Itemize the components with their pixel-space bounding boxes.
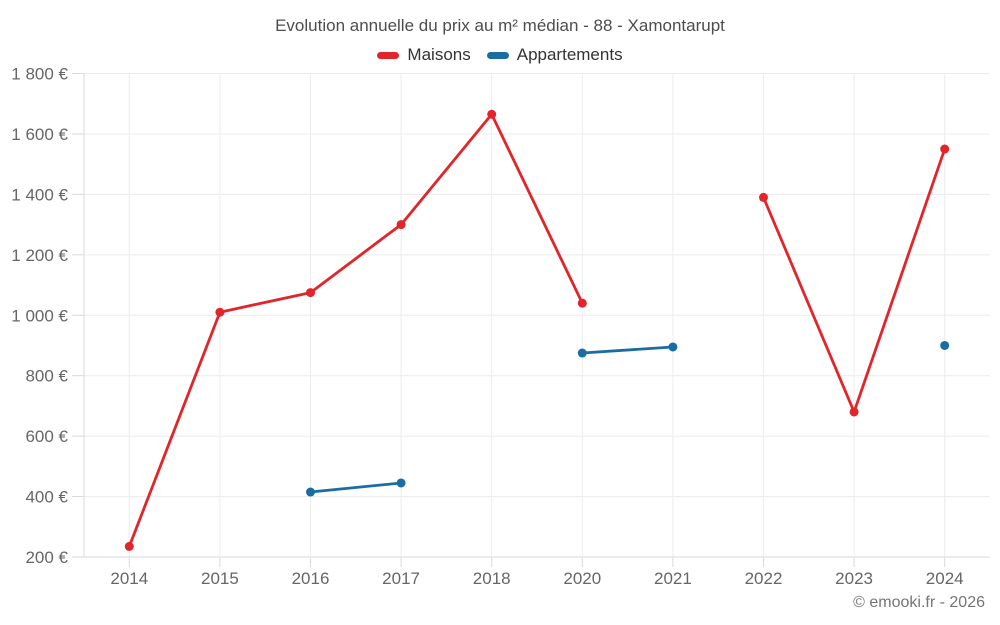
x-axis-label: 2021 (654, 569, 692, 588)
data-point-maisons-2017[interactable] (396, 220, 406, 230)
data-point-maisons-2022[interactable] (759, 192, 768, 202)
data-point-appartements-2024[interactable] (940, 340, 950, 350)
data-point-maisons-2024[interactable] (940, 144, 950, 154)
data-point-appartements-2021[interactable] (668, 342, 678, 352)
data-point-appartements-2017[interactable] (396, 478, 406, 488)
y-axis-label: 1 200 € (11, 246, 68, 265)
legend-marker-maisons (377, 51, 400, 59)
series-line-maisons (127, 112, 584, 548)
chart-title: Evolution annuelle du prix au m² médian … (275, 16, 725, 35)
x-axis-label: 2023 (835, 569, 873, 588)
x-axis-label: 2022 (745, 569, 783, 588)
x-axis-label: 2020 (563, 569, 601, 588)
legend-label-maisons: Maisons (407, 45, 471, 64)
legend-label-appartements: Appartements (516, 45, 623, 64)
data-point-maisons-2020[interactable] (577, 298, 587, 308)
legend-marker-appartements (486, 51, 509, 59)
data-point-appartements-2016[interactable] (306, 487, 315, 497)
x-axis-label: 2015 (201, 569, 239, 588)
data-point-maisons-2016[interactable] (306, 288, 315, 298)
data-point-maisons-2018[interactable] (487, 109, 497, 119)
y-axis-label: 1 000 € (11, 306, 68, 325)
series-line-appartements (309, 481, 403, 494)
y-axis-label: 1 800 € (11, 65, 68, 84)
series-line-appartements (580, 345, 675, 355)
y-axis-label: 200 € (25, 548, 68, 567)
y-axis-label: 800 € (25, 367, 68, 386)
y-axis-label: 600 € (25, 427, 68, 446)
data-point-maisons-2014[interactable] (124, 541, 134, 551)
x-axis-label: 2024 (926, 569, 964, 588)
x-axis-label: 2018 (473, 569, 511, 588)
x-axis-label: 2017 (382, 569, 420, 588)
data-point-maisons-2023[interactable] (849, 407, 859, 417)
legend-item-appartements[interactable]: Appartements (486, 45, 623, 65)
x-axis-label: 2014 (110, 569, 148, 588)
credit-text: © emooki.fr - 2026 (853, 594, 985, 611)
chart-legend: Maisons Appartements (0, 45, 1000, 65)
y-axis-label: 1 600 € (11, 125, 68, 144)
y-axis-label: 1 400 € (11, 185, 68, 204)
x-axis-label: 2016 (292, 569, 330, 588)
data-point-maisons-2015[interactable] (215, 307, 225, 317)
data-point-appartements-2020[interactable] (577, 348, 587, 358)
legend-item-maisons[interactable]: Maisons (377, 45, 471, 65)
y-axis-label: 400 € (25, 488, 68, 507)
